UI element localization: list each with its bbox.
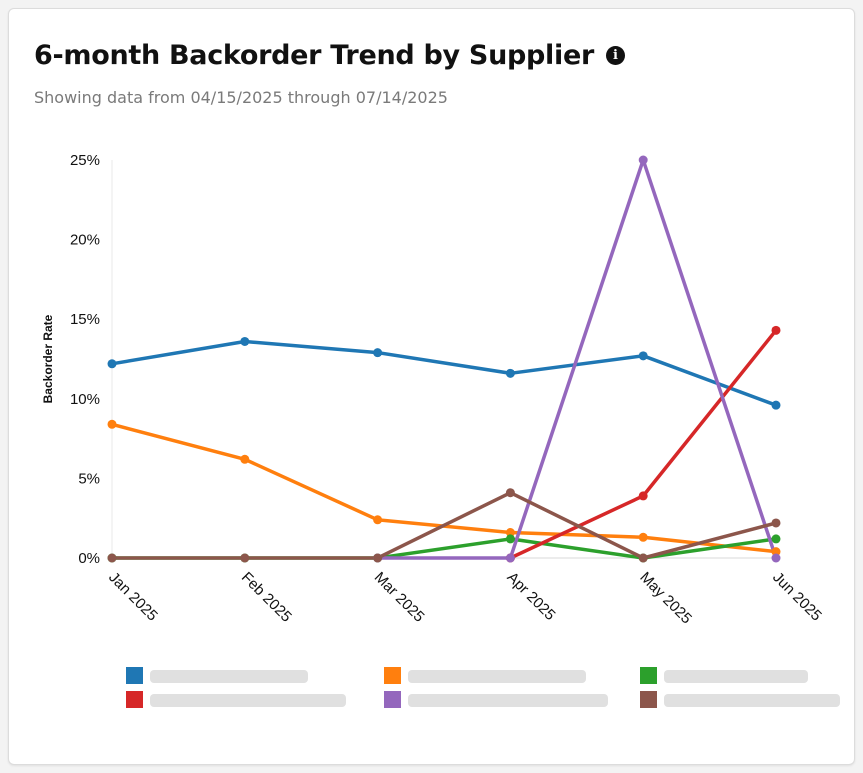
- series-line-5[interactable]: [375, 158, 778, 560]
- legend-label-redacted: [664, 670, 808, 683]
- data-point[interactable]: [771, 547, 781, 557]
- data-point[interactable]: [505, 368, 515, 378]
- x-ticks: Jan 2025 Feb 2025 Mar 2025 Apr 2025 May 2025…: [105, 569, 825, 628]
- chart-card: [8, 8, 855, 765]
- legend: [126, 667, 840, 708]
- data-point[interactable]: [771, 518, 781, 528]
- data-point[interactable]: [373, 348, 383, 358]
- x-tick-label: Apr 2025: [504, 569, 559, 624]
- legend-label-redacted: [408, 694, 608, 707]
- data-point[interactable]: [107, 553, 117, 563]
- y-tick-label: 20%: [70, 232, 100, 249]
- data-point[interactable]: [505, 534, 515, 544]
- chart-axes: [111, 160, 776, 559]
- legend-swatch: [384, 691, 401, 708]
- data-point[interactable]: [505, 553, 515, 563]
- data-point[interactable]: [240, 553, 250, 563]
- x-tick-label: Jun 2025: [769, 569, 825, 625]
- legend-swatch: [384, 667, 401, 684]
- x-tick-label: Feb 2025: [238, 569, 295, 626]
- y-tick-label: 15%: [70, 311, 100, 328]
- y-axis-label: Backorder Rate: [41, 314, 55, 403]
- y-ticks: 0% 5% 10% 15% 20% 25%: [70, 152, 100, 567]
- info-icon[interactable]: i: [606, 46, 625, 65]
- chart-subtitle: Showing data from 04/15/2025 through 07/…: [34, 88, 448, 107]
- data-point[interactable]: [638, 532, 648, 542]
- chart-title: 6-month Backorder Trend by Supplier: [34, 40, 594, 71]
- data-point[interactable]: [107, 419, 117, 429]
- legend-label-redacted: [408, 670, 586, 683]
- series-line-2[interactable]: [110, 422, 778, 554]
- data-point[interactable]: [771, 553, 781, 563]
- title-row: 6-month Backorder Trend by Supplier i: [34, 40, 625, 71]
- legend-swatch: [126, 691, 143, 708]
- data-point[interactable]: [107, 359, 117, 369]
- data-point[interactable]: [771, 325, 781, 335]
- y-tick-label: 10%: [70, 391, 100, 408]
- x-tick-label: May 2025: [636, 569, 695, 628]
- data-point[interactable]: [505, 528, 515, 538]
- series-lines: [110, 158, 778, 560]
- data-point[interactable]: [638, 155, 648, 165]
- data-point[interactable]: [373, 515, 383, 525]
- data-point[interactable]: [638, 351, 648, 361]
- legend-swatch: [126, 667, 143, 684]
- legend-swatch: [640, 667, 657, 684]
- data-point[interactable]: [373, 553, 383, 563]
- legend-label-redacted: [150, 694, 346, 707]
- series-line-1[interactable]: [110, 339, 778, 407]
- series-line-4[interactable]: [508, 328, 778, 560]
- x-tick-label: Mar 2025: [371, 569, 428, 626]
- data-point[interactable]: [240, 336, 250, 346]
- data-point[interactable]: [638, 491, 648, 501]
- y-tick-label: 25%: [70, 152, 100, 169]
- y-tick-label: 5%: [78, 470, 100, 487]
- legend-label-redacted: [664, 694, 840, 707]
- series-points: [107, 155, 781, 563]
- series-line-6[interactable]: [110, 490, 778, 560]
- legend-label-redacted: [150, 670, 308, 683]
- data-point[interactable]: [638, 553, 648, 563]
- data-point[interactable]: [771, 534, 781, 544]
- legend-swatch: [640, 691, 657, 708]
- data-point[interactable]: [771, 400, 781, 410]
- y-tick-label: 0%: [78, 550, 100, 567]
- data-point[interactable]: [240, 454, 250, 464]
- data-point[interactable]: [505, 488, 515, 498]
- x-tick-label: Jan 2025: [105, 569, 161, 625]
